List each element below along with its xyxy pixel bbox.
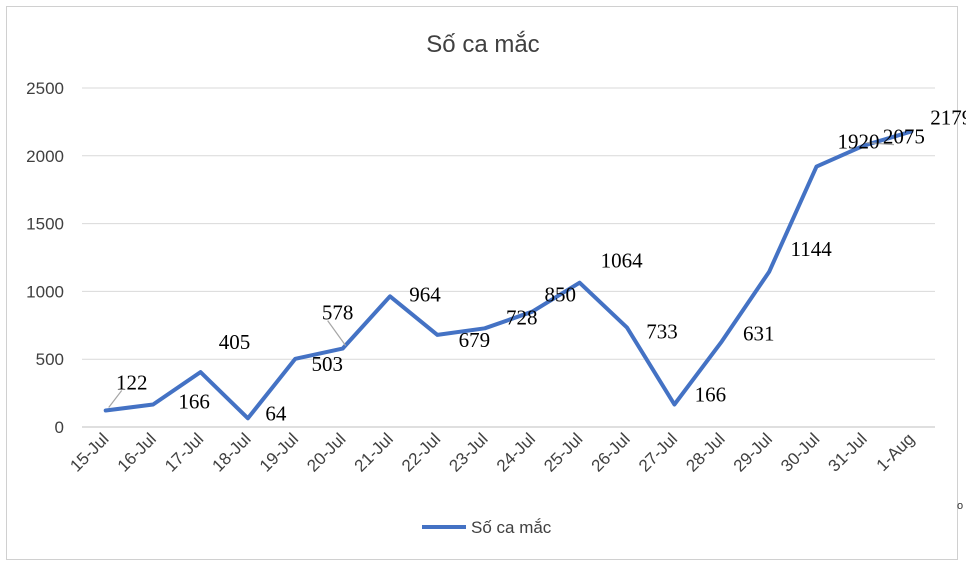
- data-label: 679: [459, 328, 491, 352]
- legend: Số ca mắc: [422, 518, 552, 537]
- data-label: 2179: [930, 106, 966, 130]
- data-label: 1064: [601, 249, 644, 273]
- legend-label: Số ca mắc: [471, 518, 552, 537]
- x-tick-label: 17-Jul: [161, 429, 207, 475]
- x-tick-label: 26-Jul: [588, 429, 634, 475]
- y-tick-label: 1500: [26, 215, 64, 234]
- data-label: 1144: [791, 237, 833, 261]
- y-tick-label: 2000: [26, 147, 64, 166]
- leader-line: [108, 390, 123, 408]
- data-label: 850: [544, 283, 576, 307]
- data-label: 728: [506, 305, 538, 329]
- x-tick-label: 28-Jul: [682, 429, 728, 475]
- x-tick-label: 22-Jul: [398, 429, 444, 475]
- data-label: 122: [116, 370, 148, 394]
- leader-line: [327, 320, 347, 346]
- series-line: [103, 129, 914, 421]
- x-tick-label: 27-Jul: [635, 429, 681, 475]
- data-label: 733: [646, 320, 678, 344]
- x-tick-label: 1-Aug: [873, 429, 919, 475]
- x-tick-label: 19-Jul: [256, 429, 302, 475]
- data-label: 1920: [838, 130, 880, 154]
- x-tick-label: 24-Jul: [493, 429, 539, 475]
- x-axis-ticks: 15-Jul 16-Jul 17-Jul 18-Jul 19-Jul 20-Jul 21-J…: [66, 429, 918, 475]
- x-tick-label: 16-Jul: [114, 429, 160, 475]
- x-tick-label: 30-Jul: [777, 429, 823, 475]
- gridlines: [82, 87, 935, 428]
- data-label: 405: [219, 330, 251, 354]
- y-axis-ticks: 0 500 1000 1500 2000 2500: [26, 79, 64, 437]
- leader-lines: [108, 142, 894, 408]
- chart-frame: [6, 6, 958, 560]
- x-tick-label: 15-Jul: [66, 429, 112, 475]
- x-tick-label: 29-Jul: [730, 429, 776, 475]
- data-label: 503: [312, 352, 344, 376]
- x-tick-label: 18-Jul: [209, 429, 255, 475]
- data-label: 578: [322, 301, 354, 325]
- y-tick-label: 0: [55, 418, 64, 437]
- x-tick-label: 31-Jul: [825, 429, 871, 475]
- data-label: 964: [409, 282, 441, 306]
- series-layer: [103, 129, 914, 421]
- data-label: 631: [743, 321, 775, 345]
- x-tick-label: 23-Jul: [445, 429, 491, 475]
- data-label: 2075: [883, 125, 925, 149]
- leader-line: [866, 142, 894, 146]
- data-label: 166: [178, 389, 210, 413]
- x-tick-label: 21-Jul: [351, 429, 397, 475]
- x-tick-label: 20-Jul: [303, 429, 349, 475]
- chart-title: Số ca mắc: [426, 31, 539, 58]
- y-tick-label: 2500: [26, 79, 64, 98]
- x-tick-label: 25-Jul: [540, 429, 586, 475]
- data-label: 64: [265, 401, 287, 425]
- scroll-handle: o: [957, 500, 964, 512]
- data-label: 166: [695, 382, 727, 406]
- y-tick-label: 1000: [26, 282, 64, 301]
- y-tick-label: 500: [36, 350, 64, 369]
